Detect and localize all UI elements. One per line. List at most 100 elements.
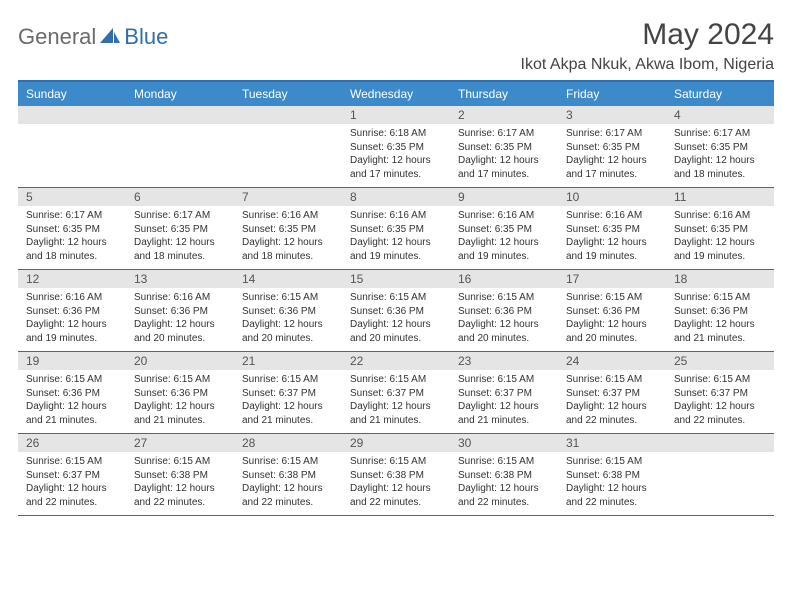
sunset: Sunset: 6:35 PM <box>566 141 658 155</box>
sunset: Sunset: 6:35 PM <box>566 223 658 237</box>
day-content: Sunrise: 6:15 AMSunset: 6:37 PMDaylight:… <box>450 370 558 433</box>
day-number: 22 <box>342 352 450 370</box>
sunrise: Sunrise: 6:16 AM <box>26 291 118 305</box>
day-number: 16 <box>450 270 558 288</box>
week-row: 5Sunrise: 6:17 AMSunset: 6:35 PMDaylight… <box>18 188 774 270</box>
daylight-line2: and 19 minutes. <box>350 250 442 264</box>
daylight-line2: and 17 minutes. <box>350 168 442 182</box>
day-content: Sunrise: 6:16 AMSunset: 6:35 PMDaylight:… <box>450 206 558 269</box>
sunset: Sunset: 6:38 PM <box>350 469 442 483</box>
day-number: 5 <box>18 188 126 206</box>
day-content: Sunrise: 6:15 AMSunset: 6:37 PMDaylight:… <box>18 452 126 515</box>
sunrise: Sunrise: 6:16 AM <box>674 209 766 223</box>
day-number: 2 <box>450 106 558 124</box>
location: Ikot Akpa Nkuk, Akwa Ibom, Nigeria <box>521 56 774 74</box>
day-cell: 5Sunrise: 6:17 AMSunset: 6:35 PMDaylight… <box>18 188 126 269</box>
sunset: Sunset: 6:37 PM <box>458 387 550 401</box>
daylight-line1: Daylight: 12 hours <box>134 400 226 414</box>
daylight-line2: and 22 minutes. <box>458 496 550 510</box>
logo: General Blue <box>18 24 168 50</box>
daylight-line1: Daylight: 12 hours <box>242 318 334 332</box>
sunrise: Sunrise: 6:15 AM <box>674 291 766 305</box>
sunset: Sunset: 6:37 PM <box>674 387 766 401</box>
daylight-line1: Daylight: 12 hours <box>26 400 118 414</box>
day-header-row: SundayMondayTuesdayWednesdayThursdayFrid… <box>18 82 774 106</box>
sunrise: Sunrise: 6:17 AM <box>566 127 658 141</box>
sunrise: Sunrise: 6:15 AM <box>242 373 334 387</box>
daylight-line2: and 22 minutes. <box>566 414 658 428</box>
daylight-line2: and 21 minutes. <box>242 414 334 428</box>
day-number: 30 <box>450 434 558 452</box>
daylight-line2: and 21 minutes. <box>26 414 118 428</box>
sunset: Sunset: 6:37 PM <box>350 387 442 401</box>
day-number: 17 <box>558 270 666 288</box>
daylight-line2: and 22 minutes. <box>566 496 658 510</box>
daylight-line2: and 22 minutes. <box>350 496 442 510</box>
sunset: Sunset: 6:35 PM <box>242 223 334 237</box>
sunset: Sunset: 6:38 PM <box>566 469 658 483</box>
daylight-line2: and 19 minutes. <box>674 250 766 264</box>
daylight-line1: Daylight: 12 hours <box>566 400 658 414</box>
day-number: 31 <box>558 434 666 452</box>
day-cell: 29Sunrise: 6:15 AMSunset: 6:38 PMDayligh… <box>342 434 450 515</box>
day-cell: 31Sunrise: 6:15 AMSunset: 6:38 PMDayligh… <box>558 434 666 515</box>
day-content: Sunrise: 6:15 AMSunset: 6:36 PMDaylight:… <box>18 370 126 433</box>
logo-text-blue: Blue <box>124 24 168 50</box>
daylight-line2: and 20 minutes. <box>134 332 226 346</box>
day-number: 11 <box>666 188 774 206</box>
daylight-line1: Daylight: 12 hours <box>458 400 550 414</box>
sunset: Sunset: 6:38 PM <box>242 469 334 483</box>
daylight-line1: Daylight: 12 hours <box>242 400 334 414</box>
day-content: Sunrise: 6:17 AMSunset: 6:35 PMDaylight:… <box>666 124 774 187</box>
daylight-line1: Daylight: 12 hours <box>350 154 442 168</box>
daylight-line2: and 22 minutes. <box>26 496 118 510</box>
sunrise: Sunrise: 6:17 AM <box>674 127 766 141</box>
day-cell: 27Sunrise: 6:15 AMSunset: 6:38 PMDayligh… <box>126 434 234 515</box>
sunset: Sunset: 6:35 PM <box>134 223 226 237</box>
day-content: Sunrise: 6:16 AMSunset: 6:36 PMDaylight:… <box>18 288 126 351</box>
day-cell: 2Sunrise: 6:17 AMSunset: 6:35 PMDaylight… <box>450 106 558 187</box>
daylight-line1: Daylight: 12 hours <box>674 236 766 250</box>
day-content: Sunrise: 6:17 AMSunset: 6:35 PMDaylight:… <box>450 124 558 187</box>
sunrise: Sunrise: 6:15 AM <box>26 455 118 469</box>
sunset: Sunset: 6:36 PM <box>674 305 766 319</box>
sunrise: Sunrise: 6:16 AM <box>242 209 334 223</box>
day-content: Sunrise: 6:15 AMSunset: 6:36 PMDaylight:… <box>342 288 450 351</box>
sunset: Sunset: 6:35 PM <box>674 223 766 237</box>
day-content: Sunrise: 6:15 AMSunset: 6:36 PMDaylight:… <box>234 288 342 351</box>
day-number: 25 <box>666 352 774 370</box>
week-row: 19Sunrise: 6:15 AMSunset: 6:36 PMDayligh… <box>18 352 774 434</box>
daylight-line1: Daylight: 12 hours <box>674 154 766 168</box>
daylight-line1: Daylight: 12 hours <box>26 482 118 496</box>
day-cell: 28Sunrise: 6:15 AMSunset: 6:38 PMDayligh… <box>234 434 342 515</box>
daylight-line2: and 20 minutes. <box>566 332 658 346</box>
sunrise: Sunrise: 6:15 AM <box>350 455 442 469</box>
day-number-bar <box>126 106 234 124</box>
daylight-line2: and 17 minutes. <box>566 168 658 182</box>
day-number: 10 <box>558 188 666 206</box>
daylight-line2: and 18 minutes. <box>134 250 226 264</box>
day-cell: 16Sunrise: 6:15 AMSunset: 6:36 PMDayligh… <box>450 270 558 351</box>
day-content: Sunrise: 6:15 AMSunset: 6:36 PMDaylight:… <box>126 370 234 433</box>
day-cell: 20Sunrise: 6:15 AMSunset: 6:36 PMDayligh… <box>126 352 234 433</box>
sunset: Sunset: 6:35 PM <box>458 223 550 237</box>
daylight-line1: Daylight: 12 hours <box>350 236 442 250</box>
daylight-line1: Daylight: 12 hours <box>350 318 442 332</box>
day-cell: 4Sunrise: 6:17 AMSunset: 6:35 PMDaylight… <box>666 106 774 187</box>
daylight-line1: Daylight: 12 hours <box>566 236 658 250</box>
sunset: Sunset: 6:38 PM <box>134 469 226 483</box>
day-number: 6 <box>126 188 234 206</box>
sunrise: Sunrise: 6:15 AM <box>134 455 226 469</box>
sunset: Sunset: 6:36 PM <box>134 305 226 319</box>
day-content: Sunrise: 6:16 AMSunset: 6:35 PMDaylight:… <box>666 206 774 269</box>
day-number: 24 <box>558 352 666 370</box>
daylight-line1: Daylight: 12 hours <box>242 236 334 250</box>
day-header: Monday <box>126 82 234 106</box>
day-content: Sunrise: 6:15 AMSunset: 6:36 PMDaylight:… <box>666 288 774 351</box>
sunset: Sunset: 6:36 PM <box>242 305 334 319</box>
daylight-line1: Daylight: 12 hours <box>134 482 226 496</box>
sunrise: Sunrise: 6:15 AM <box>26 373 118 387</box>
week-row: 12Sunrise: 6:16 AMSunset: 6:36 PMDayligh… <box>18 270 774 352</box>
sunset: Sunset: 6:36 PM <box>26 387 118 401</box>
day-content: Sunrise: 6:15 AMSunset: 6:37 PMDaylight:… <box>234 370 342 433</box>
